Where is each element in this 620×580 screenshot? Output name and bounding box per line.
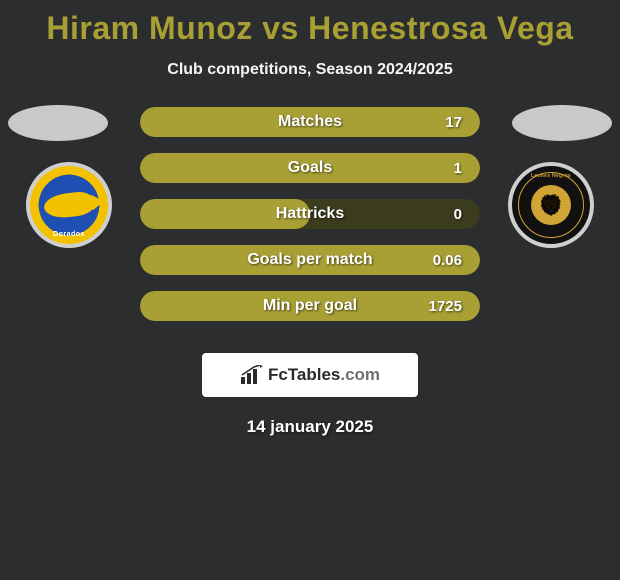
stat-bars: Matches17 Goals1 Hattricks0 Goals per match… — [140, 107, 480, 337]
subtitle: Club competitions, Season 2024/2025 — [0, 61, 620, 79]
brand-suffix: .com — [340, 365, 380, 384]
brand-chart-icon — [240, 365, 264, 385]
stat-row: Matches17 — [140, 107, 480, 137]
brand-text: FcTables.com — [268, 365, 380, 385]
player-photo-right — [512, 105, 612, 141]
dorados-fish-icon — [43, 190, 95, 219]
stat-row: Min per goal1725 — [140, 291, 480, 321]
comparison-body: Dorados Leones Negros 🦁 Matches17 Goals1 H… — [0, 97, 620, 337]
stat-bar-fill — [140, 199, 310, 229]
stat-bar-fill — [140, 107, 480, 137]
club-badge-right-label: Leones Negros — [531, 173, 571, 179]
club-badge-right: Leones Negros 🦁 — [508, 162, 594, 248]
leones-lion-icon: 🦁 — [531, 185, 571, 225]
stat-bar-fill — [140, 153, 480, 183]
brand-badge: FcTables.com — [202, 353, 418, 397]
stat-row: Goals1 — [140, 153, 480, 183]
date-label: 14 january 2025 — [0, 417, 620, 437]
stat-bar-fill — [140, 291, 480, 321]
club-badge-left-label: Dorados — [53, 231, 85, 238]
player-photo-left — [8, 105, 108, 141]
stat-row: Hattricks0 — [140, 199, 480, 229]
club-badge-left: Dorados — [26, 162, 112, 248]
stat-bar-fill — [140, 245, 480, 275]
page-title: Hiram Munoz vs Henestrosa Vega — [0, 0, 620, 47]
brand-name: FcTables — [268, 365, 340, 384]
stat-row: Goals per match0.06 — [140, 245, 480, 275]
